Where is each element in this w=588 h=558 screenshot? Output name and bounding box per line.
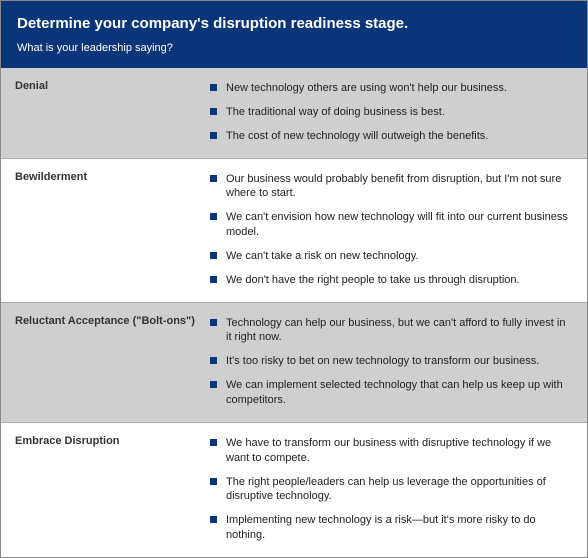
header: Determine your company's disruption read… [1,1,587,68]
header-title: Determine your company's disruption read… [17,15,571,32]
stage-row: Reluctant Acceptance ("Bolt-ons")Technol… [1,302,587,422]
stage-item: It's too risky to bet on new technology … [210,351,573,375]
stage-items-cell: Technology can help our business, but we… [206,302,587,422]
stage-name-cell: Bewilderment [1,158,206,302]
stage-item: The right people/leaders can help us lev… [210,472,573,511]
readiness-table-container: Determine your company's disruption read… [0,0,588,558]
stage-items-list: New technology others are using won't he… [210,78,573,150]
stage-item: Technology can help our business, but we… [210,313,573,352]
stage-items-list: We have to transform our business with d… [210,433,573,549]
stage-items-cell: Our business would probably benefit from… [206,158,587,302]
stage-row: BewildermentOur business would probably … [1,158,587,302]
stage-name-cell: Reluctant Acceptance ("Bolt-ons") [1,302,206,422]
stage-row: DenialNew technology others are using wo… [1,68,587,158]
stage-name-cell: Embrace Disruption [1,422,206,557]
stage-item: The traditional way of doing business is… [210,102,573,126]
stage-item: Implementing new technology is a risk—bu… [210,510,573,549]
stage-item: New technology others are using won't he… [210,78,573,102]
stage-items-list: Technology can help our business, but we… [210,313,573,414]
stage-row: Embrace DisruptionWe have to transform o… [1,422,587,557]
stages-table: DenialNew technology others are using wo… [1,68,587,557]
stage-item: We can't envision how new technology wil… [210,207,573,246]
stage-item: We can implement selected technology tha… [210,375,573,414]
stage-item: We have to transform our business with d… [210,433,573,472]
stage-item: We don't have the right people to take u… [210,270,573,294]
stage-items-list: Our business would probably benefit from… [210,169,573,294]
stage-item: Our business would probably benefit from… [210,169,573,208]
stages-tbody: DenialNew technology others are using wo… [1,68,587,557]
stage-item: We can't take a risk on new technology. [210,246,573,270]
header-subtitle: What is your leadership saying? [17,42,571,54]
stage-items-cell: New technology others are using won't he… [206,68,587,158]
stage-items-cell: We have to transform our business with d… [206,422,587,557]
stage-name-cell: Denial [1,68,206,158]
stage-item: The cost of new technology will outweigh… [210,126,573,150]
